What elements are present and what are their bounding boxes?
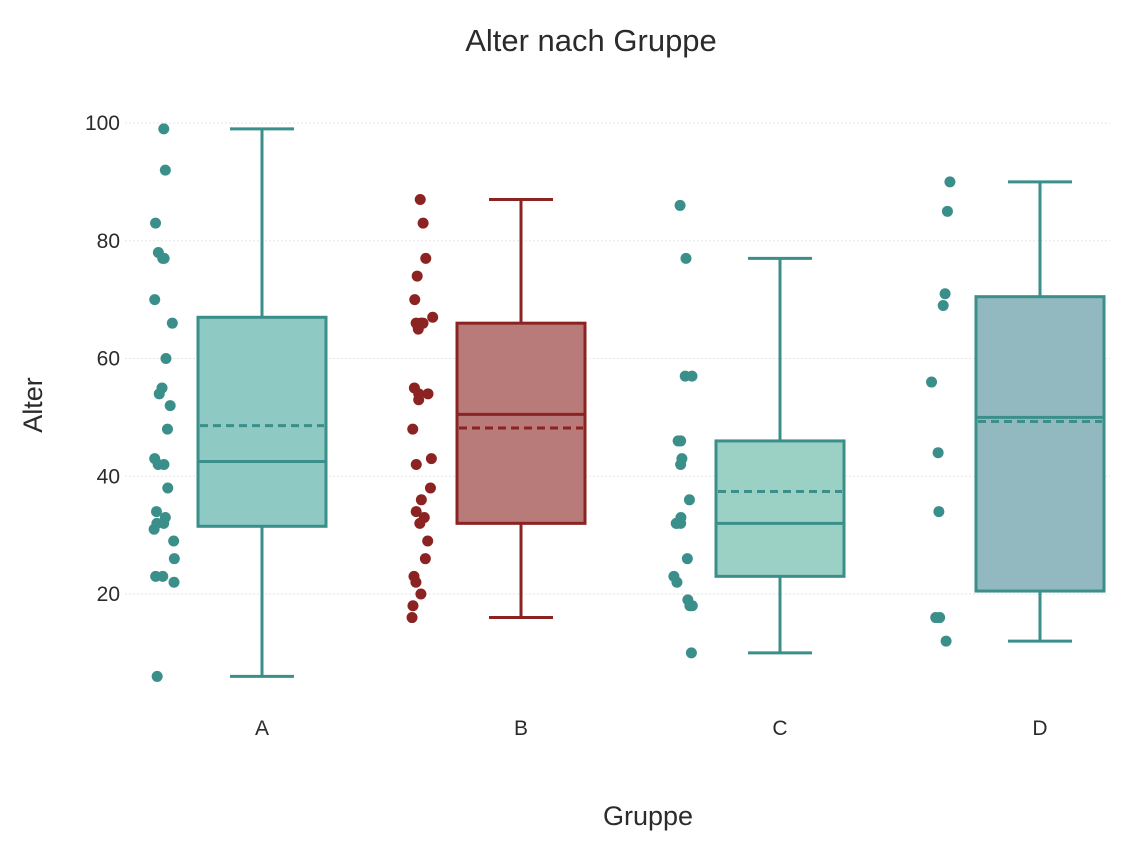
data-point-b [414,194,426,206]
data-point-a [168,535,180,547]
data-point-a [149,294,161,306]
data-point-a [159,164,171,176]
y-axis-title: Alter [18,377,48,433]
data-point-c [671,576,683,588]
data-point-b [422,388,434,400]
data-point-d [944,176,956,188]
box-iqr [974,295,1106,593]
boxes-layer [196,127,1106,678]
data-point-b [415,494,427,506]
data-point-c [675,458,687,470]
chart-title: Alter nach Gruppe [465,23,717,58]
data-point-c [674,199,686,211]
data-point-d [940,635,952,647]
box-iqr [714,439,846,578]
data-point-c [686,600,698,612]
data-point-c [685,647,697,659]
data-point-b [420,252,432,264]
box-group-b [455,198,587,620]
data-point-d [934,612,946,624]
data-point-a [161,423,173,435]
data-point-a [151,670,163,682]
y-tick-label: 20 [97,583,120,606]
data-point-b [419,553,431,565]
data-point-b [414,517,426,529]
x-tick-label: C [772,717,787,740]
data-point-b [425,453,437,465]
data-point-a [153,388,165,400]
data-point-a [148,523,160,535]
data-point-d [939,288,951,300]
data-point-a [166,317,178,329]
box-iqr [455,321,587,525]
data-point-a [162,482,174,494]
data-point-d [926,376,938,388]
data-point-c [681,553,693,565]
box-iqr [196,315,328,528]
box-group-c [714,256,846,655]
data-point-b [422,535,434,547]
data-point-a [160,353,172,364]
data-point-c [680,252,692,264]
data-point-a [158,123,170,135]
data-point-a [168,553,180,565]
data-point-a [150,506,162,518]
data-point-b [411,270,423,282]
x-axis-title: Gruppe [603,801,693,831]
data-point-a [168,576,180,588]
points-layer [148,123,956,682]
x-tick-label: D [1032,717,1047,740]
y-tick-label: 100 [85,112,120,135]
data-point-b [427,311,439,323]
data-point-b [415,588,427,600]
data-point-a [150,217,162,229]
data-point-a [152,458,164,470]
x-axis: A B C D [255,717,1048,740]
data-point-c [686,370,698,382]
y-tick-label: 40 [97,465,120,488]
x-tick-label: B [514,717,528,740]
data-point-c [670,517,682,529]
box-group-d [974,180,1106,643]
data-point-b [409,294,421,306]
data-point-d [933,506,945,518]
y-tick-label: 60 [97,348,120,371]
box-group-a [196,127,328,678]
data-point-c [675,435,687,447]
data-point-d [932,447,944,459]
data-point-b [410,506,422,518]
data-point-a [164,400,176,412]
y-axis: 20 40 60 80 100 [85,112,120,606]
data-point-b [424,482,436,494]
data-point-c [683,494,695,506]
data-point-b [410,458,422,470]
data-point-b [407,423,419,435]
y-tick-label: 80 [97,230,120,253]
data-point-b [413,394,425,406]
data-point-d [941,205,953,217]
data-point-b [407,600,419,612]
data-point-b [410,576,422,588]
data-point-a [157,570,169,582]
data-point-a [158,252,170,264]
data-point-b [417,217,429,229]
x-tick-label: A [255,717,269,740]
data-point-b [406,612,418,624]
data-point-d [937,300,949,312]
data-point-b [412,323,424,335]
